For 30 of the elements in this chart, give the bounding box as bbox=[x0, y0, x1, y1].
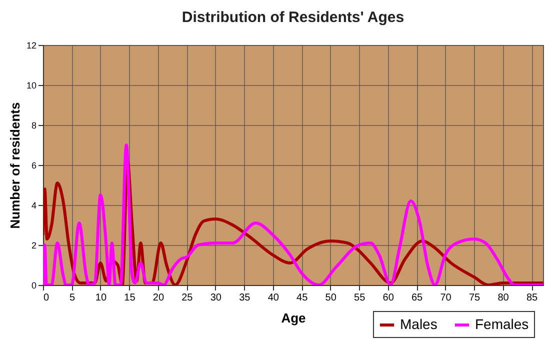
x-tick-label: 35 bbox=[239, 292, 251, 304]
x-tick-label: 70 bbox=[440, 292, 452, 304]
x-tick-label: 45 bbox=[296, 292, 308, 304]
x-tick-label: 10 bbox=[95, 292, 107, 304]
x-tick-label: 65 bbox=[412, 292, 424, 304]
x-tick-label: 0 bbox=[44, 292, 50, 304]
x-tick-label: 15 bbox=[124, 292, 136, 304]
x-tick-label: 80 bbox=[498, 292, 510, 304]
legend-label: Males bbox=[400, 316, 438, 332]
y-tick-label: 0 bbox=[31, 280, 36, 290]
y-tick-label: 2 bbox=[31, 240, 36, 250]
x-tick-label: 40 bbox=[268, 292, 280, 304]
x-tick-label: 85 bbox=[526, 292, 538, 304]
x-axis-title: Age bbox=[281, 310, 306, 326]
y-tick-label: 12 bbox=[26, 40, 36, 50]
chart-title: Distribution of Residents' Ages bbox=[182, 9, 404, 26]
legend-label: Females bbox=[475, 316, 529, 332]
y-tick-label: 8 bbox=[31, 120, 36, 130]
y-tick-label: 4 bbox=[31, 200, 36, 210]
x-tick-label: 5 bbox=[69, 292, 76, 304]
y-tick-label: 6 bbox=[31, 160, 36, 170]
x-tick-label: 50 bbox=[325, 292, 337, 304]
x-tick-label: 20 bbox=[152, 292, 164, 304]
y-tick-label: 10 bbox=[26, 80, 36, 90]
x-tick-label: 55 bbox=[354, 292, 366, 304]
x-tick-label: 25 bbox=[182, 292, 194, 304]
x-tick-label: 60 bbox=[382, 292, 394, 304]
x-tick-label: 30 bbox=[210, 292, 222, 304]
y-axis-title: Number of residents bbox=[7, 102, 22, 229]
x-tick-label: 75 bbox=[468, 292, 481, 304]
